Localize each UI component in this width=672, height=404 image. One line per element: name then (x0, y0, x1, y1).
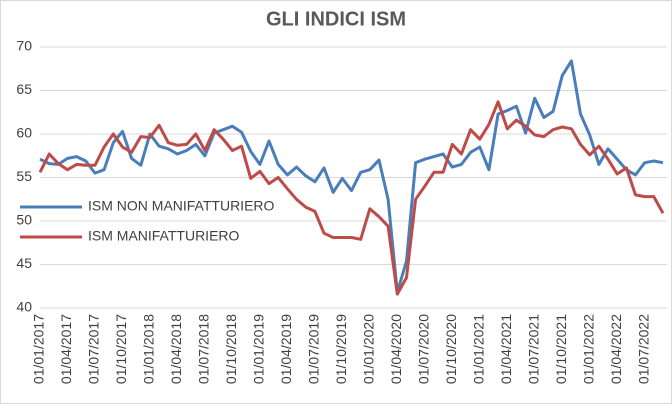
y-tick-label: 55 (16, 168, 32, 184)
y-tick-label: 70 (16, 38, 32, 54)
x-tick-label: 01/01/2019 (251, 314, 267, 384)
x-tick-label: 01/04/2019 (278, 314, 294, 384)
x-tick-label: 01/01/2018 (141, 314, 157, 384)
x-tick-label: 01/04/2020 (388, 314, 404, 384)
x-tick-label: 01/04/2022 (608, 314, 624, 384)
x-tick-label: 01/04/2018 (168, 314, 184, 384)
x-tick-label: 01/07/2017 (86, 314, 102, 384)
x-tick-label: 01/10/2017 (113, 314, 129, 384)
series-line (38, 100, 665, 296)
x-tick-label: 01/01/2022 (580, 314, 596, 384)
legend-label: ISM MANIFATTURIERO (88, 228, 240, 244)
x-tick-label: 01/10/2018 (223, 314, 239, 384)
x-tick-label: 01/10/2019 (333, 314, 349, 384)
x-tick-label: 01/01/2017 (31, 314, 47, 384)
y-tick-label: 50 (16, 212, 32, 228)
series-line (39, 59, 664, 294)
x-tick-label: 01/01/2021 (470, 314, 486, 384)
x-tick-label: 01/07/2018 (196, 314, 212, 384)
chart-title: GLI INDICI ISM (266, 8, 406, 30)
x-tick-label: 01/07/2021 (525, 314, 541, 384)
legend-label: ISM NON MANIFATTURIERO (88, 198, 275, 214)
y-tick-label: 40 (16, 299, 32, 315)
x-tick-label: 01/04/2017 (58, 314, 74, 384)
x-tick-label: 01/10/2020 (443, 314, 459, 384)
y-tick-label: 45 (16, 255, 32, 271)
x-tick-label: 01/01/2020 (361, 314, 377, 384)
y-tick-label: 60 (16, 125, 32, 141)
x-tick-label: 01/07/2022 (635, 314, 651, 384)
x-tick-label: 01/07/2019 (306, 314, 322, 384)
y-tick-label: 65 (16, 81, 32, 97)
x-tick-label: 01/10/2021 (553, 314, 569, 384)
x-tick-label: 01/07/2020 (415, 314, 431, 384)
x-tick-label: 01/04/2021 (498, 314, 514, 384)
